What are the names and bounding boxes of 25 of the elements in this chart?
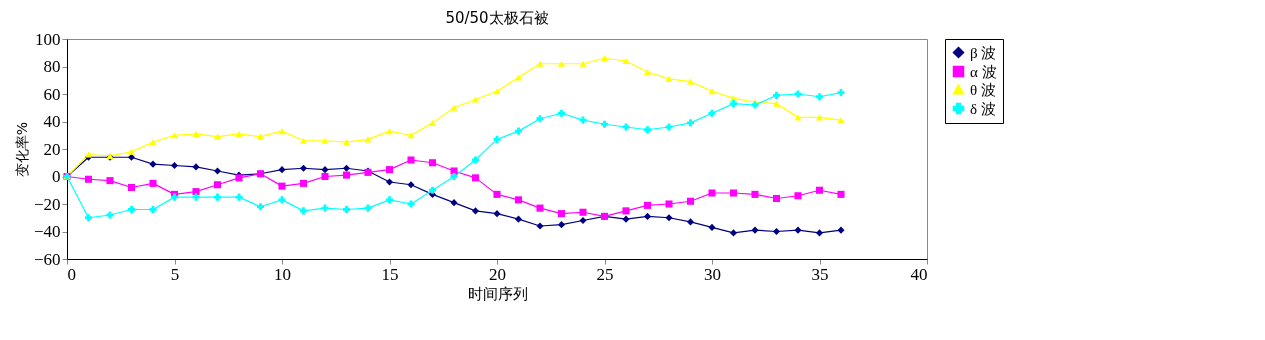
x-tick-label: 20 (489, 264, 506, 284)
y-tick-label: −40 (33, 222, 61, 241)
y-tick-label: 20 (43, 139, 61, 159)
y-axis-title: 变化率% (13, 121, 30, 178)
y-tick-label: 100 (35, 29, 61, 49)
x-tick-label: 5 (170, 264, 180, 284)
y-tick-label: 60 (43, 84, 61, 104)
x-axis-title: 时间序列 (467, 284, 528, 303)
legend-label: β 波 (970, 44, 997, 61)
x-tick-label: 25 (596, 264, 614, 284)
x-tick-label: 0 (67, 264, 76, 284)
y-tick-label: 40 (43, 112, 61, 131)
y-tick-label: −20 (33, 194, 61, 214)
x-tick-label: 40 (910, 264, 928, 284)
legend-label: α 波 (970, 63, 997, 80)
x-tick-label: 35 (811, 264, 829, 284)
legend-label: δ 波 (970, 100, 996, 117)
x-tick-label: 15 (381, 264, 399, 284)
y-tick-label: 80 (43, 57, 61, 76)
x-tick-label: 10 (274, 264, 291, 284)
y-tick-label: 0 (52, 167, 61, 186)
chart-title: 50/50太极石被 (445, 9, 549, 27)
y-tick-label: −60 (33, 249, 61, 269)
legend-label: θ 波 (970, 81, 996, 98)
x-tick-label: 30 (704, 264, 721, 284)
